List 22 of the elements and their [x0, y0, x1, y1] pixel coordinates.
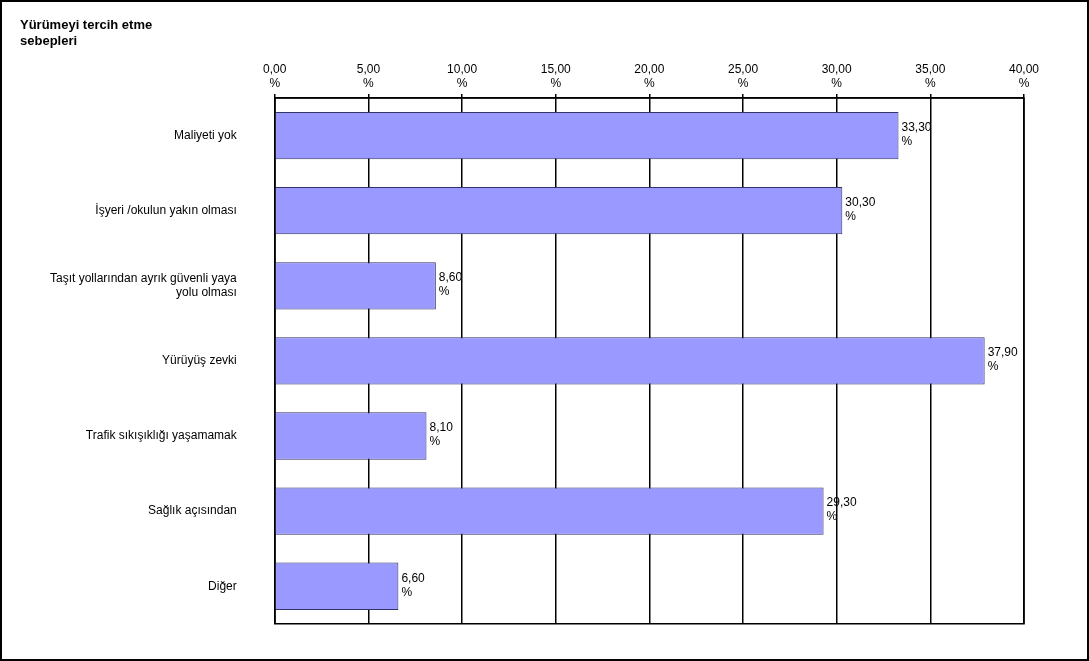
y-tick-label: Trafik sıkışıklığı yaşamamak [85, 428, 238, 443]
y-tick-label: Sağlık açısından [148, 503, 237, 518]
data-label: 6,60 % [401, 570, 426, 599]
data-label: 8,10 % [429, 420, 454, 449]
x-tick-label: 35,00 % [915, 61, 946, 91]
y-tick-label: Maliyeti yok [174, 127, 238, 142]
data-label: 30,30 % [845, 194, 876, 223]
text: Yürümeyi tercih etme sebepleri [20, 17, 153, 48]
y-tick-label: Taşıt yollarından ayrık güvenli yaya yolu olması [50, 270, 238, 300]
x-tick-label: 30,00 % [821, 61, 853, 91]
x-tick-label: 15,00 % [540, 61, 572, 91]
data-label: 37,90 % [987, 345, 1019, 374]
x-tick-label: 25,00 % [728, 61, 759, 91]
x-tick-label: 40,00 % [1008, 61, 1040, 91]
x-tick-label: 0,00 % [263, 61, 287, 91]
y-tick-label: İşyeri /okulun yakın olması [95, 202, 237, 217]
y-tick-label: Diğer [208, 578, 237, 593]
x-tick-label: 10,00 % [447, 61, 478, 91]
data-label: 8,60 % [438, 270, 463, 299]
x-tick-label: 20,00 % [634, 61, 665, 91]
y-tick-label: Yürüyüş zevki [162, 353, 237, 368]
x-tick-label: 5,00 % [356, 61, 381, 91]
